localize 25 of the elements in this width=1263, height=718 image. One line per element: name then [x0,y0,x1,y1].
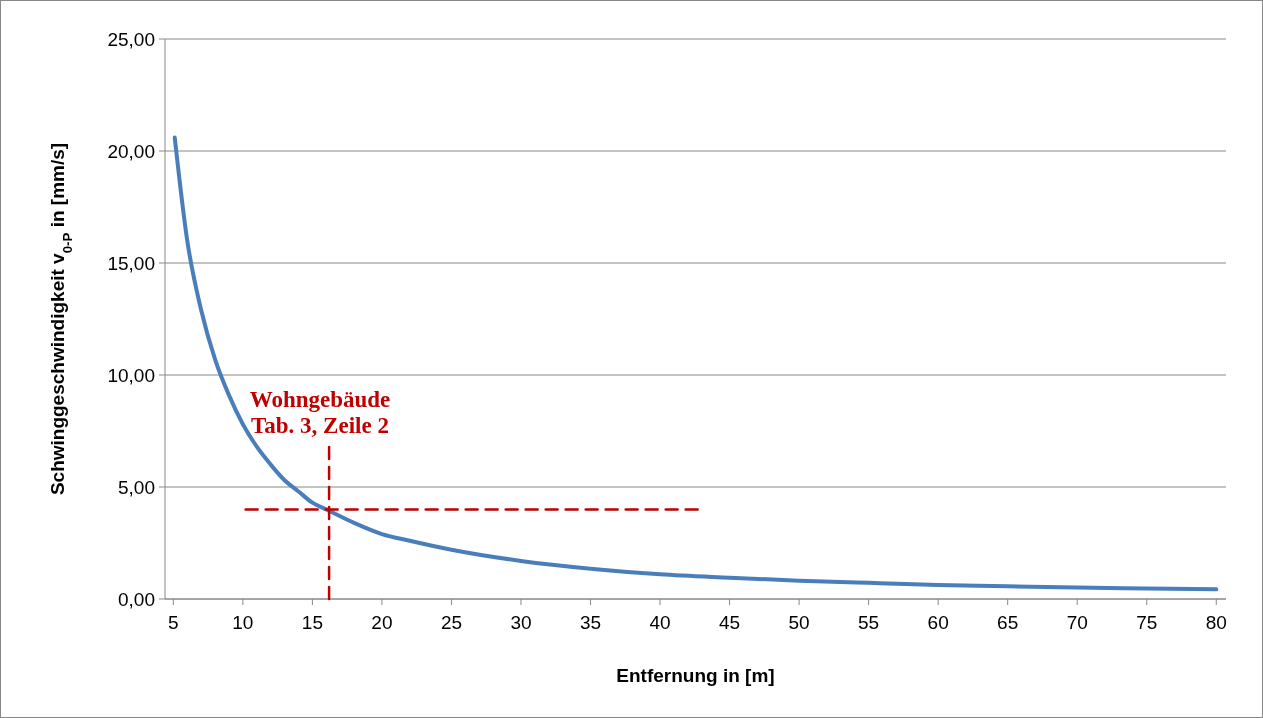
x-tick-label: 35 [579,612,602,633]
x-axis-title: Entfernung in [m] [616,665,775,686]
y-tick-label: 25,00 [107,28,155,50]
annotation: Wohngebäude Tab. 3, Zeile 2 [249,387,391,438]
y-tick-label: 10,00 [107,364,155,386]
x-tick-label: 20 [371,612,393,633]
x-tick-label: 45 [719,612,741,633]
x-tick-label: 5 [168,612,179,633]
x-tick-label: 70 [1066,612,1088,633]
x-tick-label: 55 [858,612,880,633]
y-tick-label: 20,00 [107,140,155,162]
x-tick-label: 60 [927,612,949,633]
line-series [172,135,1219,592]
x-tick-label: 25 [440,612,463,633]
x-tick-label: 15 [301,612,323,633]
x-tick-label: 30 [510,612,532,633]
y-tick-label: 0,00 [118,588,155,610]
x-tick-label: 10 [232,612,254,633]
x-tick-label: 80 [1205,612,1227,633]
x-tick-label: 50 [788,612,810,633]
x-tick-label: 65 [997,612,1019,633]
x-tick-label: 40 [649,612,671,633]
x-tick-label: 75 [1136,612,1158,633]
y-tick-label: 15,00 [107,252,155,274]
y-tick-label: 5,00 [118,476,155,498]
